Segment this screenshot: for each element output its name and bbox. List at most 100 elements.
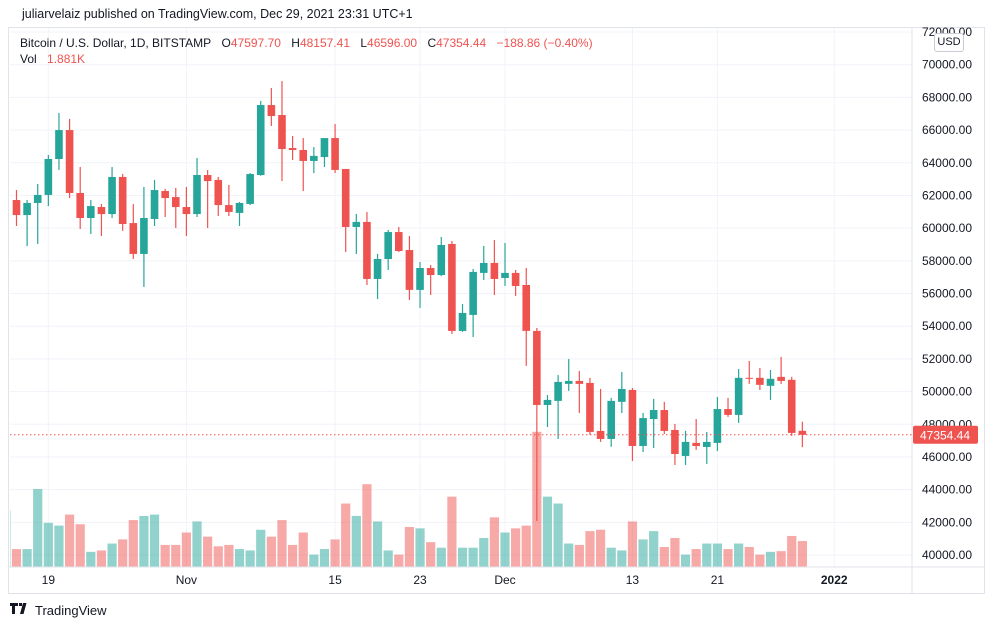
candle [586,377,594,435]
candle [203,169,212,228]
publisher-line: juliarvelaiz published on TradingView.co… [22,7,413,21]
candle-body [278,115,286,150]
open-value: 47597.70 [230,36,281,50]
candle [724,397,732,417]
volume-bar [468,547,478,567]
price-tick-label: 50000.00 [922,385,972,399]
candle [628,387,637,462]
candle [469,268,477,337]
candle-body [140,217,148,254]
candle [278,81,286,182]
candle [564,359,573,391]
open-label: O [221,36,231,50]
legend-ohlc-row: Bitcoin / U.S. Dollar, 1D, BITSTAMP O475… [20,35,593,51]
price-tick-label: 44000.00 [922,483,972,497]
candle-body [702,441,711,447]
candle-body [734,377,743,415]
volume-bar [341,503,351,567]
candle [363,211,371,286]
candle-body [203,175,212,182]
candle [320,138,329,167]
volume-bar [553,503,563,567]
candle-body [692,442,700,446]
close-label: C [427,36,437,50]
volume-bar [755,554,765,567]
candle [267,88,276,126]
volume-bar [75,524,85,567]
chart-frame [8,27,985,594]
candle [426,265,435,295]
price-tick-label: 58000.00 [922,254,972,268]
volume-bar [54,525,64,567]
volume-bar [160,544,170,567]
volume-bar [319,549,330,567]
candle-body [288,148,297,151]
volume-bar [712,543,722,567]
volume-bar [649,531,659,567]
high-value: 48157.41 [299,36,350,50]
volume-bar [776,551,786,567]
candle [384,229,392,270]
volume-bar [224,544,234,567]
candle [437,236,446,277]
price-tick-label: 70000.00 [922,58,972,72]
volume-bar [744,546,754,567]
volume-bar [723,549,733,567]
candle-body [543,399,552,405]
candle [182,186,191,236]
volume-bar [511,528,521,567]
candle [660,401,669,434]
volume-bar [595,529,606,567]
volume-bar [372,521,383,567]
candle [777,356,785,384]
candle [150,179,159,227]
candle-body [129,223,138,254]
volume-bar [192,521,202,567]
volume-bar [394,554,404,567]
volume-bar [797,541,807,567]
volume-bar [787,535,797,567]
volume-bar [436,547,446,567]
candle [734,369,743,423]
volume-bar [404,526,415,567]
candle-body [118,176,127,225]
candle-body [660,410,669,431]
volume-bar [691,549,701,567]
candle [171,187,180,228]
candle-body [150,190,159,219]
candle [490,240,499,295]
volume-bar [22,549,32,567]
volume-value: 1.881K [47,52,86,66]
candle [161,188,169,218]
volume-bar [670,538,680,567]
candle [702,431,711,464]
price-tick-label: 68000.00 [922,90,972,104]
candle-body [618,388,626,402]
volume-bar [256,529,266,567]
candle-body [363,221,371,279]
candle-body [341,168,350,227]
symbol-name[interactable]: Bitcoin / U.S. Dollar, 1D, BITSTAMP [20,36,212,50]
tradingview-logo-icon [10,603,30,618]
candle [299,138,308,192]
time-tick-label: Dec [494,573,515,587]
volume-bar [171,544,181,567]
candle-body [373,259,382,279]
footer-brand[interactable]: TradingView [10,603,107,618]
candle-body [416,268,424,290]
candle-body [798,430,807,435]
candle-body [2,201,10,272]
candle [2,181,10,279]
candle-body [65,130,74,193]
price-tick-label: 66000.00 [922,123,972,137]
candle [225,184,233,217]
candle [12,190,21,227]
candle-body [171,197,180,208]
volume-bar [521,525,531,567]
legend-volume-row: Vol 1.881K [20,51,593,67]
volume-bar [64,514,75,567]
volume-bar [606,547,616,567]
currency-button[interactable]: USD [934,33,964,52]
candle-body [426,268,435,276]
